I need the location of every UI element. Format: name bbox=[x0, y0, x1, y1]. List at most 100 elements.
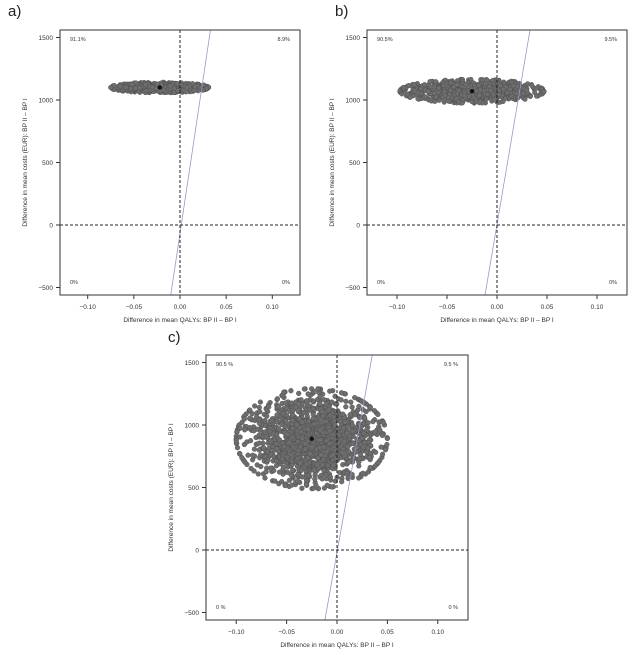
sim-point bbox=[311, 421, 317, 427]
sim-point bbox=[367, 404, 374, 410]
sim-point bbox=[309, 444, 315, 450]
sim-point bbox=[345, 424, 351, 430]
quadrant-label: 9.5 % bbox=[444, 362, 458, 368]
sim-point bbox=[288, 452, 295, 458]
sim-point bbox=[338, 397, 344, 403]
sim-point bbox=[317, 427, 323, 433]
quadrant-label: 0% bbox=[377, 280, 385, 286]
sim-point bbox=[319, 409, 325, 415]
sim-point bbox=[251, 446, 258, 452]
sim-point bbox=[456, 88, 462, 94]
sim-point bbox=[284, 431, 290, 438]
sim-point bbox=[310, 415, 316, 422]
sim-point bbox=[350, 428, 356, 434]
sim-point bbox=[382, 447, 389, 453]
mean-point bbox=[469, 89, 475, 94]
sim-point bbox=[289, 482, 295, 488]
sim-point bbox=[299, 467, 305, 473]
x-tick-label: 0.10 bbox=[431, 629, 444, 636]
sim-point bbox=[446, 95, 452, 101]
sim-point bbox=[320, 462, 326, 468]
sim-point bbox=[268, 438, 274, 444]
sim-point bbox=[263, 469, 269, 475]
x-tick-label: 0.00 bbox=[174, 304, 187, 311]
sim-point bbox=[299, 474, 305, 480]
sim-point bbox=[378, 444, 384, 450]
sim-point bbox=[178, 82, 184, 88]
y-tick-label: 500 bbox=[188, 485, 199, 492]
sim-point bbox=[260, 445, 267, 451]
sim-point bbox=[262, 453, 268, 460]
sim-point bbox=[266, 404, 272, 410]
sim-point bbox=[273, 463, 280, 469]
sim-point bbox=[323, 448, 330, 455]
sim-point bbox=[348, 399, 354, 405]
y-axis-label: Difference in mean costs (EUR): BP II – … bbox=[22, 98, 29, 226]
sim-point bbox=[129, 82, 135, 88]
quadrant-label: 90.5 % bbox=[216, 362, 233, 368]
y-tick-label: 0 bbox=[49, 222, 53, 229]
sim-point bbox=[295, 455, 301, 462]
sim-point bbox=[111, 83, 117, 89]
sim-point bbox=[298, 397, 304, 403]
sim-point bbox=[525, 81, 531, 87]
sim-point bbox=[305, 426, 311, 433]
sim-point bbox=[365, 445, 371, 451]
sim-point bbox=[329, 399, 335, 405]
sim-point bbox=[313, 483, 319, 489]
y-tick-label: 0 bbox=[356, 222, 360, 229]
sim-point bbox=[326, 407, 332, 413]
sim-point bbox=[242, 427, 248, 433]
sim-point bbox=[344, 470, 350, 476]
y-tick-label: 1000 bbox=[185, 422, 200, 429]
sim-point bbox=[372, 429, 378, 435]
quadrant-label: 91.1% bbox=[70, 37, 86, 43]
sim-point bbox=[268, 465, 274, 471]
y-tick-label: 1000 bbox=[346, 97, 361, 104]
panel-label-c: c) bbox=[168, 329, 181, 346]
sim-point bbox=[370, 418, 376, 425]
sim-point bbox=[248, 465, 254, 472]
x-axis-label: Difference in mean QALYs: BP II – BP I bbox=[440, 317, 554, 324]
sim-point bbox=[267, 428, 273, 435]
sim-point bbox=[309, 386, 315, 392]
sim-point bbox=[303, 482, 310, 488]
sim-point bbox=[502, 95, 508, 101]
sim-point bbox=[342, 419, 348, 425]
sim-point bbox=[407, 94, 413, 100]
sim-point bbox=[264, 413, 270, 419]
wtp-threshold-line bbox=[484, 30, 531, 295]
point-cloud bbox=[108, 79, 212, 96]
quadrant-label: 0 % bbox=[216, 605, 226, 611]
sim-point bbox=[360, 444, 367, 450]
ce-plane-chart-b: −0.10 −0.05 0.00 0.05 0.10 −500 0 500 1000 1500 Di… bbox=[329, 29, 628, 324]
sim-point bbox=[284, 454, 290, 461]
sim-point bbox=[332, 393, 338, 399]
sim-point bbox=[137, 85, 143, 91]
sim-point bbox=[237, 434, 243, 440]
sim-point bbox=[357, 456, 363, 462]
sim-point bbox=[274, 445, 280, 452]
sim-point bbox=[281, 389, 287, 395]
sim-point bbox=[310, 411, 316, 417]
sim-point bbox=[314, 430, 320, 437]
sim-point bbox=[233, 438, 239, 444]
sim-point bbox=[318, 452, 324, 458]
sim-point bbox=[380, 451, 386, 457]
sim-point bbox=[496, 88, 502, 94]
sim-point bbox=[366, 454, 372, 461]
wtp-threshold-line bbox=[324, 355, 373, 620]
point-cloud bbox=[397, 76, 547, 106]
point-cloud bbox=[233, 386, 391, 492]
sim-point bbox=[274, 419, 280, 425]
sim-point bbox=[500, 87, 506, 93]
sim-point bbox=[373, 449, 379, 455]
sim-point bbox=[143, 82, 149, 88]
sim-point bbox=[384, 435, 391, 442]
sim-point bbox=[245, 452, 251, 458]
sim-point bbox=[497, 82, 503, 88]
sim-point bbox=[341, 425, 347, 431]
sim-point bbox=[330, 452, 336, 458]
x-axis-label: Difference in mean QALYs: BP II – BP I bbox=[280, 642, 394, 649]
sim-point bbox=[295, 447, 301, 454]
